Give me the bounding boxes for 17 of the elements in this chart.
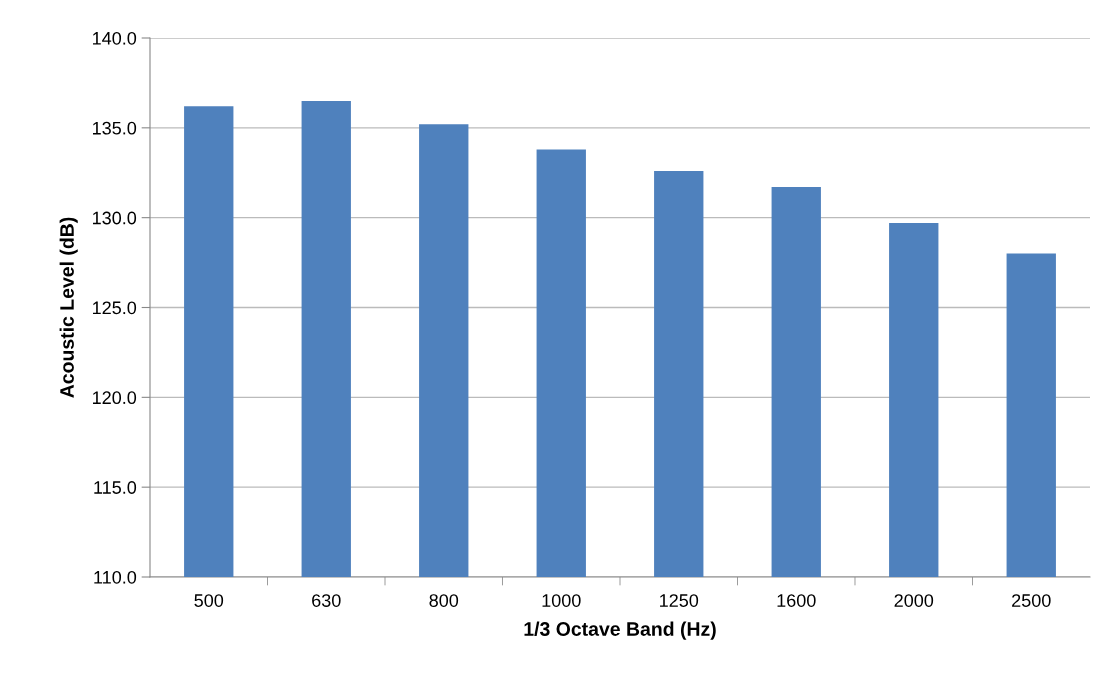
x-tick-label: 800	[429, 594, 459, 607]
x-tick-label: 1000	[542, 594, 581, 607]
y-tick-label: 120.0	[93, 391, 137, 405]
x-tick-label: 1250	[660, 594, 699, 607]
y-tick-label: 125.0	[93, 301, 137, 315]
x-axis-title: 1/3 Octave Band (Hz)	[524, 621, 716, 640]
y-tick-label: 115.0	[94, 481, 137, 494]
y-axis-title: Acoustic Level (dB)	[59, 217, 78, 398]
x-tick-label: 2500	[1012, 594, 1051, 607]
x-tick-label: 630	[312, 594, 341, 607]
x-tick-label: 1600	[777, 594, 816, 607]
y-tick-label: 110.0	[94, 570, 137, 584]
x-tick-label: 2000	[894, 594, 934, 607]
y-tick-label: 130.0	[93, 211, 137, 225]
y-tick-label: 135.0	[93, 121, 137, 135]
x-tick-label: 500	[194, 594, 224, 607]
y-tick-label: 140.0	[93, 31, 137, 45]
